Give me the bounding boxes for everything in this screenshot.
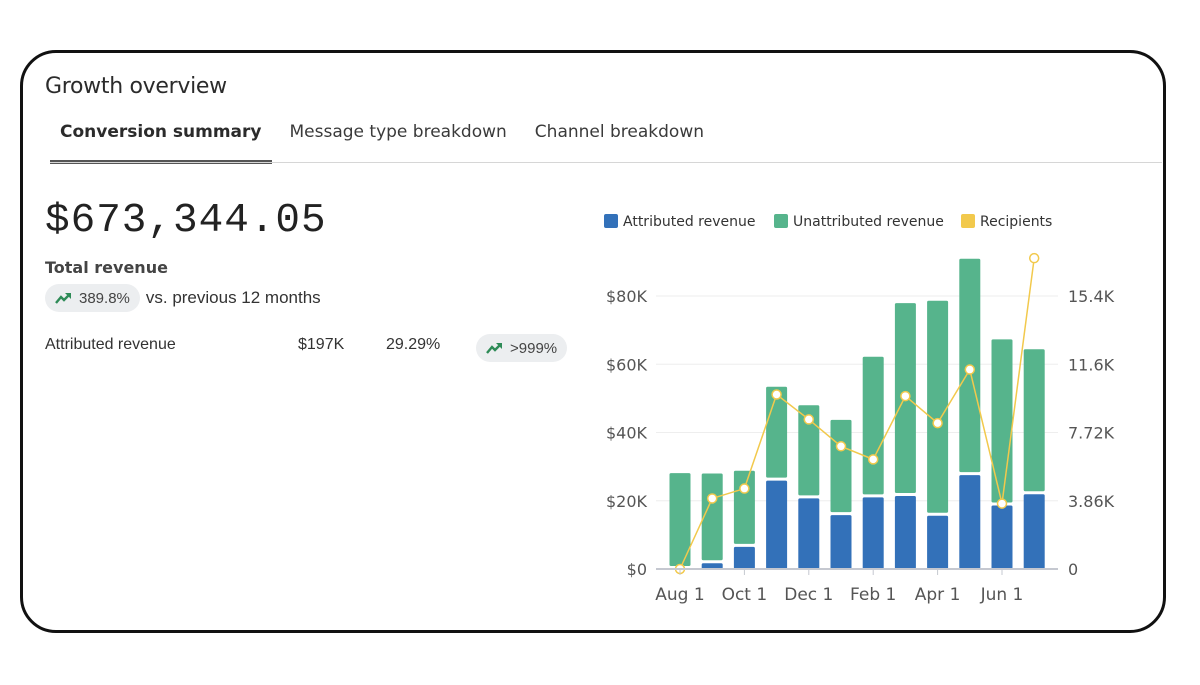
revenue-comparison: 389.8% vs. previous 12 months xyxy=(45,284,321,312)
change-badge: 389.8% xyxy=(45,284,140,312)
tab-message-type-breakdown[interactable]: Message type breakdown xyxy=(289,122,507,142)
tab-bar: Conversion summary Message type breakdow… xyxy=(50,118,722,164)
total-revenue-label: Total revenue xyxy=(45,258,168,277)
tab-conversion-summary[interactable]: Conversion summary xyxy=(50,118,272,164)
attributed-revenue-share: 29.29% xyxy=(386,336,441,353)
attributed-change-badge: >999% xyxy=(476,334,568,362)
attributed-revenue-value: $197K xyxy=(298,336,345,353)
comparison-label: vs. previous 12 months xyxy=(145,288,321,307)
tab-channel-breakdown[interactable]: Channel breakdown xyxy=(534,122,704,142)
change-percent: 389.8% xyxy=(79,289,130,307)
attributed-revenue-label: Attributed revenue xyxy=(45,336,176,353)
tab-divider xyxy=(50,162,1162,163)
trend-up-icon xyxy=(486,343,502,354)
card-title: Growth overview xyxy=(45,74,227,99)
total-revenue-value: $673,344.05 xyxy=(45,198,327,244)
trend-up-icon xyxy=(55,293,71,304)
attributed-change-value: >999% xyxy=(510,339,558,357)
